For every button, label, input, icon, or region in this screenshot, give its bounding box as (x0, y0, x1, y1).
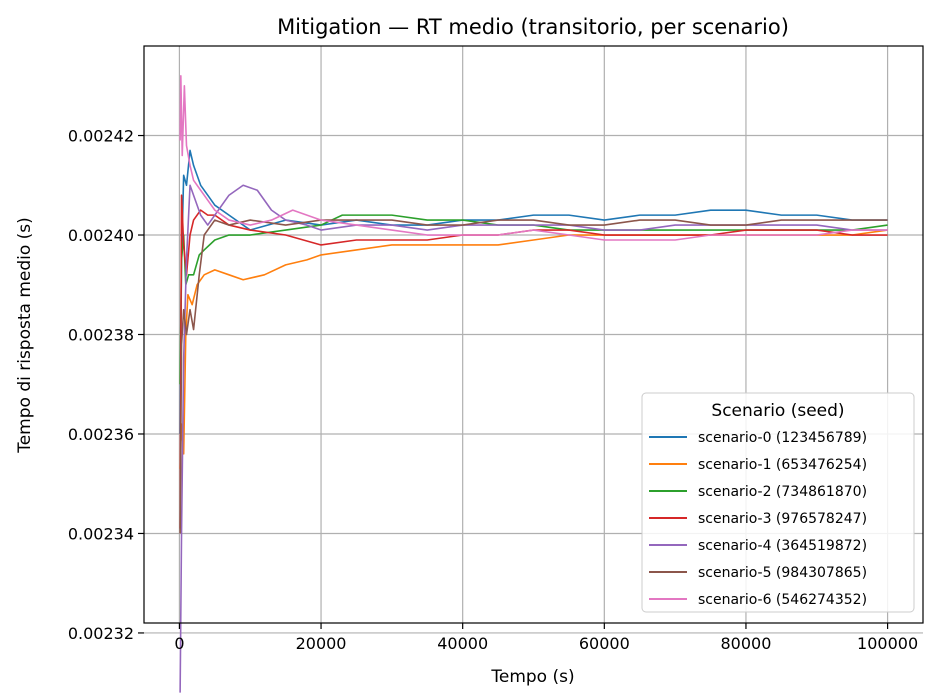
legend-label-2: scenario-2 (734861870) (698, 484, 867, 500)
legend-label-5: scenario-5 (984307865) (698, 565, 867, 581)
y-tick-label: 0.00232 (68, 624, 134, 643)
y-tick-label: 0.00242 (68, 127, 134, 146)
series-line-3 (179, 194, 888, 529)
legend-entries: scenario-0 (123456789) scenario-1 (653476… (649, 430, 867, 608)
x-tick-label: 100000 (857, 634, 918, 653)
legend-title: Scenario (seed) (711, 401, 844, 421)
series-line-2 (179, 214, 888, 385)
x-axis-label: Tempo (s) (490, 667, 574, 687)
y-tick-label: 0.00236 (68, 425, 134, 444)
series-group (179, 75, 888, 693)
y-tick-label: 0.00238 (68, 326, 134, 345)
legend-label-1: scenario-1 (653476254) (698, 457, 867, 473)
x-tick-label: 60000 (579, 634, 630, 653)
x-tick-label: 40000 (437, 634, 488, 653)
chart-title: Mitigation — RT medio (transitorio, per … (277, 15, 789, 39)
x-tick-label: 20000 (296, 634, 347, 653)
legend-box (641, 392, 915, 613)
legend: Scenario (seed) scenario-0 (123456789)sc… (641, 392, 915, 613)
series-line-4 (179, 184, 888, 693)
legend-label-3: scenario-3 (976578247) (698, 511, 867, 527)
y-tick-label: 0.00234 (68, 524, 134, 543)
legend-label-0: scenario-0 (123456789) (698, 430, 867, 446)
series-line-5 (179, 219, 888, 534)
x-axis: 0 20000 40000 60000 80000 100000 (174, 623, 918, 653)
y-axis: 0.00232 0.00234 0.00236 0.00238 0.00240 0.002… (68, 127, 144, 643)
x-tick-label: 80000 (721, 634, 772, 653)
legend-label-6: scenario-6 (546274352) (698, 592, 867, 608)
legend-label-4: scenario-4 (364519872) (698, 538, 867, 554)
x-tick-label: 0 (174, 634, 184, 653)
series-line-6 (179, 75, 888, 241)
y-tick-label: 0.00240 (68, 226, 134, 245)
y-axis-label: Tempo di risposta medio (s) (15, 217, 35, 454)
